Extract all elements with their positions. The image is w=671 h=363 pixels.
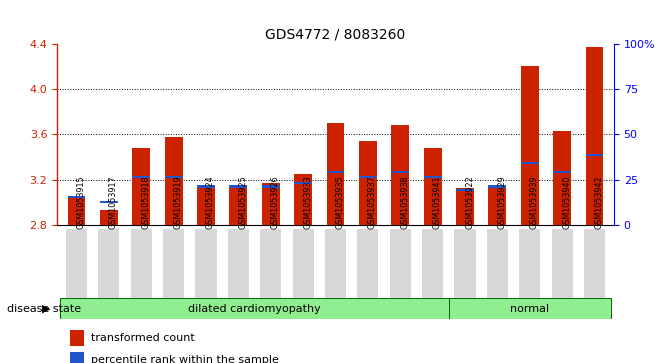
FancyBboxPatch shape <box>163 229 184 298</box>
FancyBboxPatch shape <box>195 229 217 298</box>
FancyBboxPatch shape <box>99 229 119 298</box>
Text: ▶: ▶ <box>42 303 50 314</box>
Bar <box>359 176 377 179</box>
Bar <box>229 188 248 225</box>
Bar <box>586 47 603 225</box>
FancyBboxPatch shape <box>390 229 411 298</box>
Bar <box>164 176 183 179</box>
Bar <box>554 171 571 173</box>
Text: GSM1053942: GSM1053942 <box>595 175 603 229</box>
Bar <box>262 185 280 188</box>
FancyBboxPatch shape <box>60 298 449 319</box>
Text: GSM1053941: GSM1053941 <box>433 175 442 229</box>
Bar <box>586 154 603 156</box>
Text: dilated cardiomyopathy: dilated cardiomyopathy <box>188 303 321 314</box>
Text: GSM1053929: GSM1053929 <box>497 175 507 229</box>
Bar <box>164 136 183 225</box>
Bar <box>70 351 84 363</box>
Bar <box>100 210 117 225</box>
Bar <box>294 174 312 225</box>
Bar <box>359 141 377 225</box>
Text: disease state: disease state <box>7 303 81 314</box>
Bar <box>488 185 507 188</box>
Bar <box>327 123 344 225</box>
Text: GSM1053937: GSM1053937 <box>368 175 377 229</box>
Bar <box>197 185 215 225</box>
Bar <box>391 125 409 225</box>
Bar <box>554 131 571 225</box>
Bar <box>423 148 442 225</box>
FancyBboxPatch shape <box>293 229 313 298</box>
Text: GSM1053918: GSM1053918 <box>141 175 150 229</box>
Bar <box>391 171 409 173</box>
Bar <box>423 176 442 179</box>
Text: GSM1053924: GSM1053924 <box>206 175 215 229</box>
Title: GDS4772 / 8083260: GDS4772 / 8083260 <box>265 27 406 41</box>
Bar <box>100 201 117 203</box>
Bar <box>68 196 85 198</box>
FancyBboxPatch shape <box>260 229 281 298</box>
Bar <box>262 183 280 225</box>
Bar <box>132 148 150 225</box>
FancyBboxPatch shape <box>519 229 540 298</box>
FancyBboxPatch shape <box>487 229 508 298</box>
Text: GSM1053915: GSM1053915 <box>76 175 85 229</box>
Text: percentile rank within the sample: percentile rank within the sample <box>91 355 278 363</box>
FancyBboxPatch shape <box>131 229 152 298</box>
FancyBboxPatch shape <box>422 229 443 298</box>
Text: GSM1053922: GSM1053922 <box>465 175 474 229</box>
FancyBboxPatch shape <box>228 229 249 298</box>
Text: GSM1053919: GSM1053919 <box>174 175 183 229</box>
Text: GSM1053933: GSM1053933 <box>303 175 312 229</box>
Bar <box>521 66 539 225</box>
Bar <box>456 189 474 191</box>
Text: GSM1053939: GSM1053939 <box>530 175 539 229</box>
FancyBboxPatch shape <box>325 229 346 298</box>
Text: GSM1053917: GSM1053917 <box>109 175 118 229</box>
Bar <box>229 185 248 188</box>
Text: GSM1053926: GSM1053926 <box>270 175 280 229</box>
Text: transformed count: transformed count <box>91 333 195 343</box>
Text: GSM1053925: GSM1053925 <box>238 175 248 229</box>
Bar <box>456 188 474 225</box>
Bar <box>488 185 507 225</box>
Text: GSM1053938: GSM1053938 <box>401 175 409 229</box>
Text: GSM1053940: GSM1053940 <box>562 175 571 229</box>
Bar <box>294 182 312 184</box>
Text: normal: normal <box>510 303 550 314</box>
FancyBboxPatch shape <box>358 229 378 298</box>
FancyBboxPatch shape <box>552 229 572 298</box>
FancyBboxPatch shape <box>454 229 476 298</box>
Bar <box>68 197 85 225</box>
Bar <box>132 176 150 179</box>
FancyBboxPatch shape <box>449 298 611 319</box>
Bar <box>197 185 215 188</box>
Bar <box>70 330 84 346</box>
Text: GSM1053935: GSM1053935 <box>336 175 344 229</box>
FancyBboxPatch shape <box>66 229 87 298</box>
Bar <box>327 171 344 173</box>
Bar <box>521 162 539 164</box>
FancyBboxPatch shape <box>584 229 605 298</box>
